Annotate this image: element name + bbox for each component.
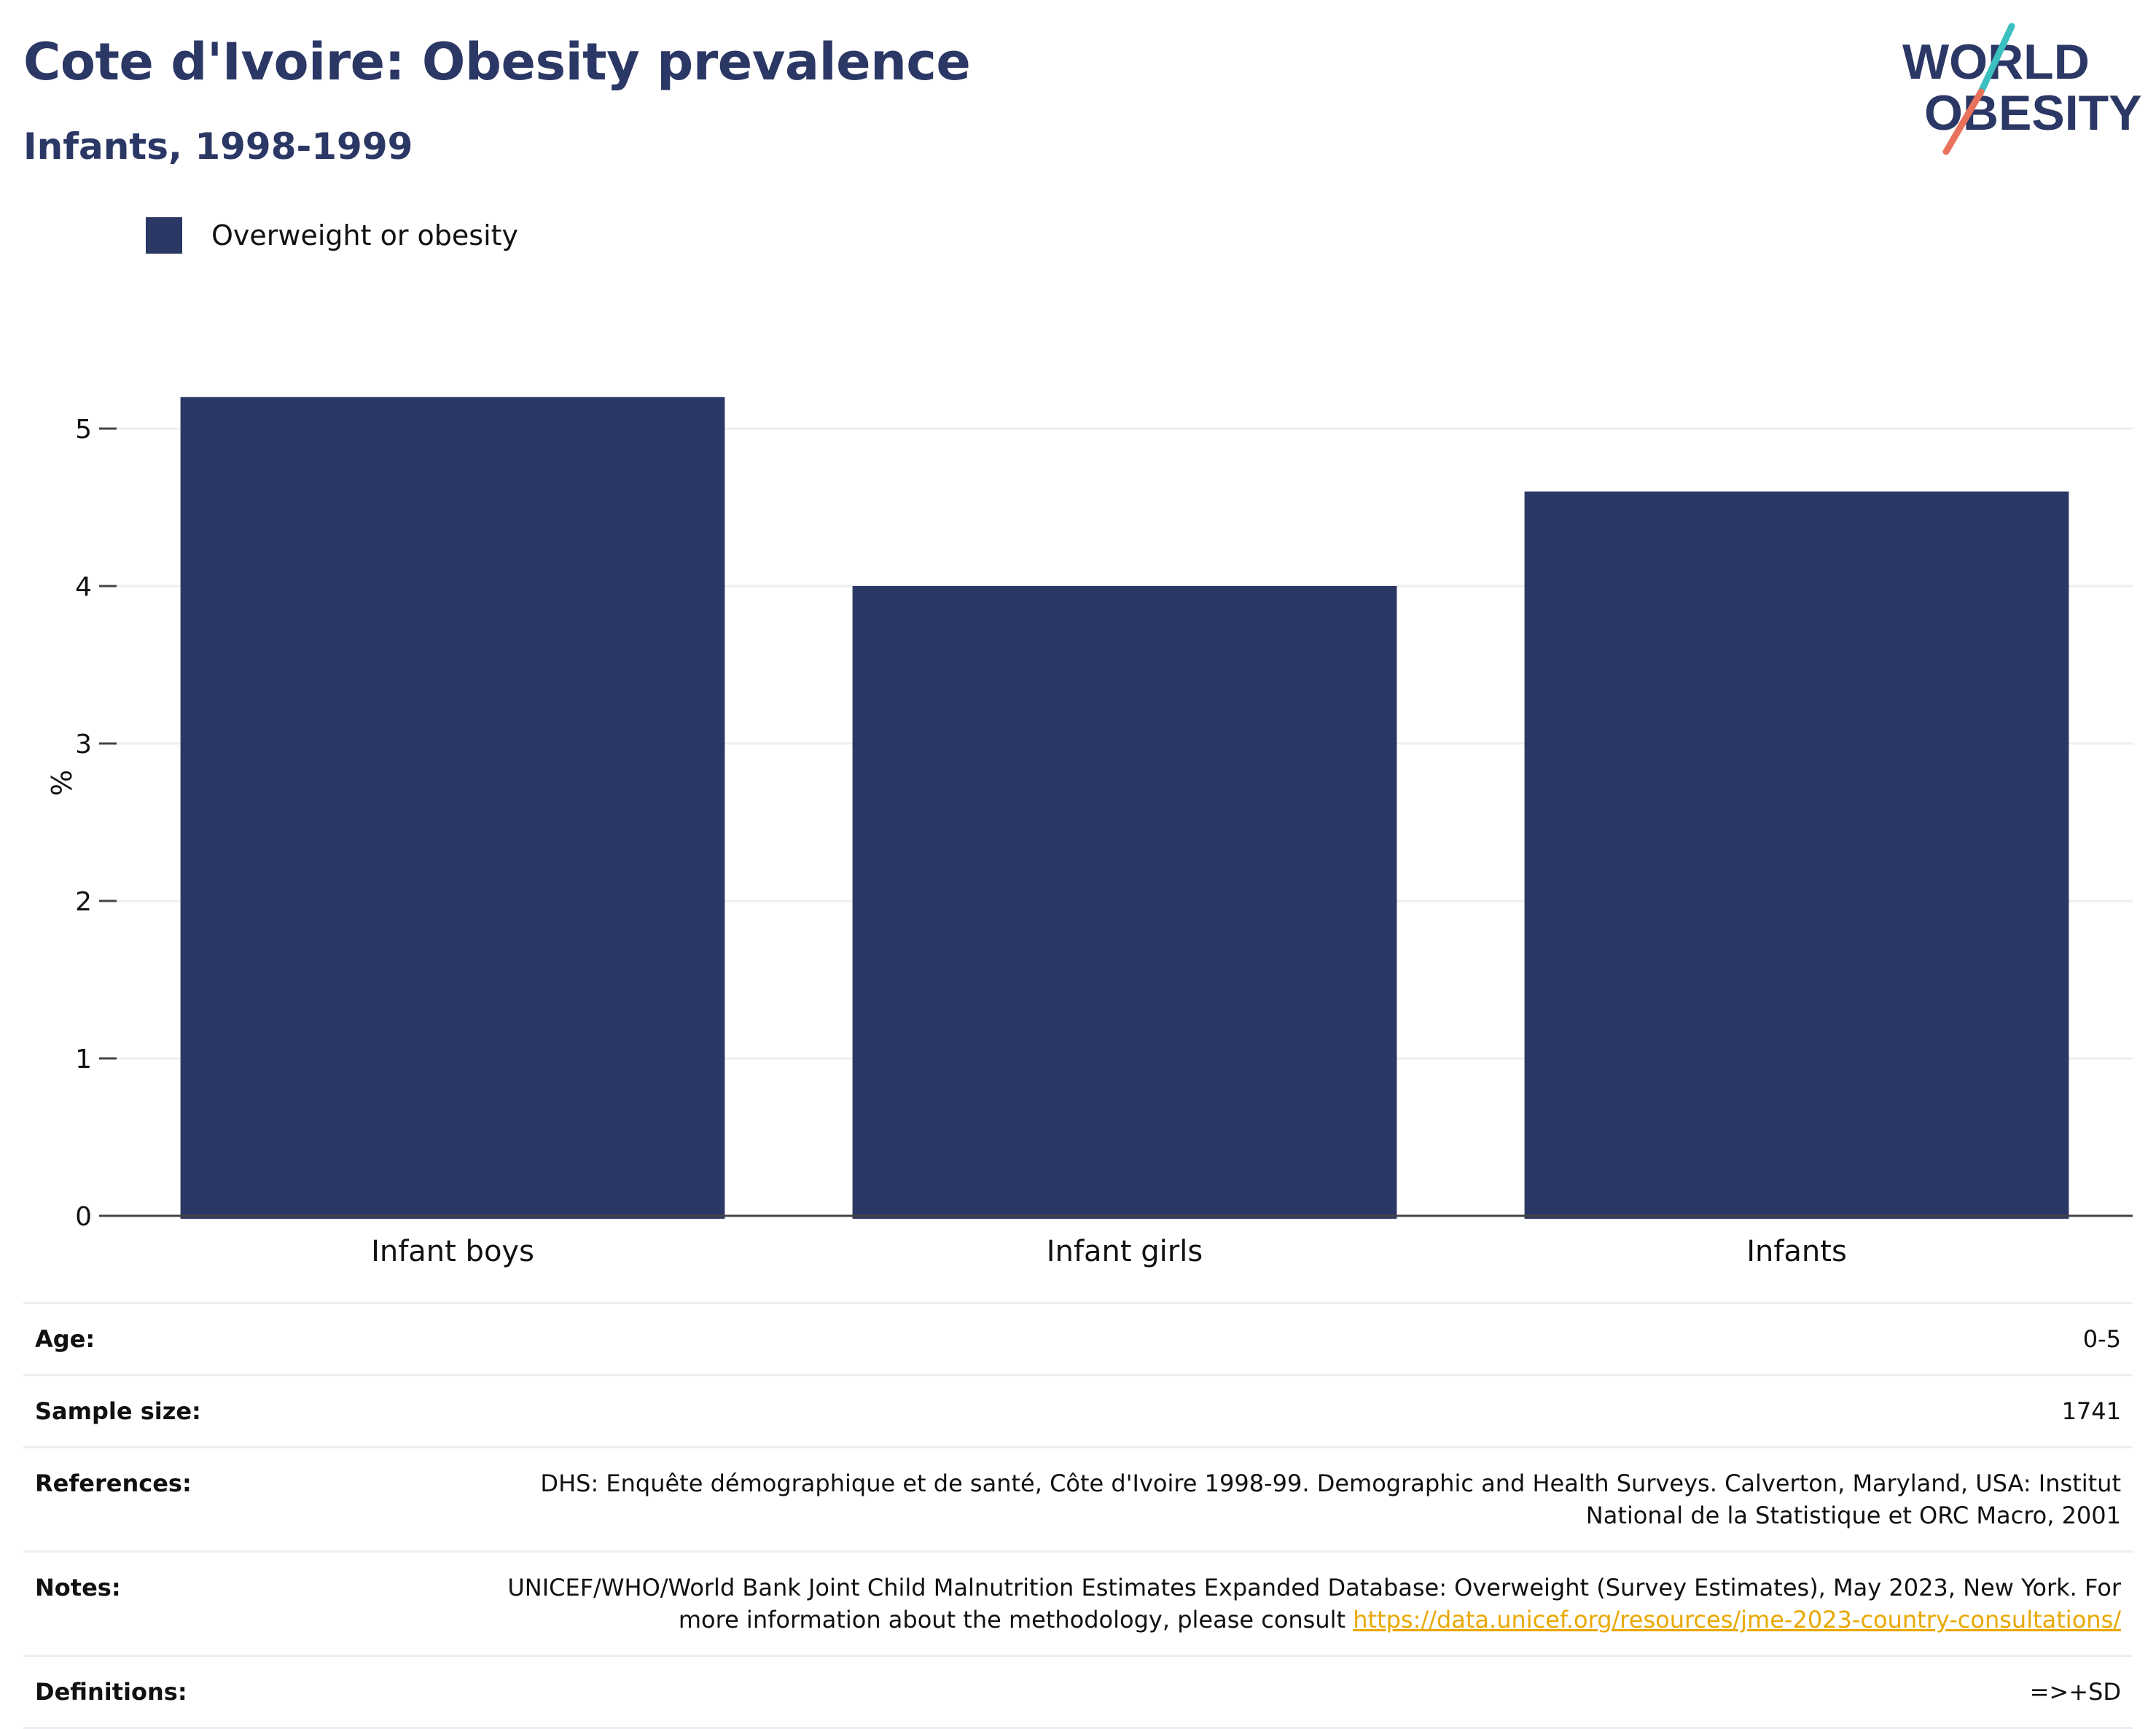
meta-value-notes: UNICEF/WHO/World Bank Joint Child Malnut…	[474, 1572, 2121, 1636]
meta-label-definitions: Definitions:	[35, 1678, 187, 1706]
bar	[1524, 491, 2069, 1219]
meta-row-sample-size: Sample size: 1741	[23, 1374, 2133, 1446]
y-axis-title: %	[44, 770, 77, 796]
x-tick-label: Infant boys	[371, 1235, 534, 1268]
meta-row-references: References: DHS: Enquête démographique e…	[23, 1446, 2133, 1550]
meta-label-sample-size: Sample size:	[35, 1397, 201, 1425]
legend-label: Overweight or obesity	[211, 219, 519, 251]
y-tick-label: 2	[75, 887, 92, 917]
bar-chart: 0 1 2 3 4 5% Infant boys Infant girls Infants	[44, 397, 2133, 1268]
meta-label-notes: Notes:	[35, 1574, 121, 1601]
logo-slash-teal	[1977, 23, 2015, 95]
notes-link[interactable]: https://data.unicef.org/resources/jme-20…	[1353, 1606, 2121, 1634]
logo-slash-coral	[1942, 88, 1985, 155]
meta-row-definitions: Definitions: =>+SD	[23, 1655, 2133, 1729]
meta-row-age: Age: 0-5	[23, 1302, 2133, 1374]
y-tick-label: 3	[75, 730, 92, 760]
meta-value-age: 0-5	[2082, 1325, 2121, 1353]
legend: Overweight or obesity	[146, 217, 518, 254]
y-tick-label: 1	[75, 1045, 92, 1074]
legend-swatch[interactable]	[146, 217, 182, 254]
y-tick-label: 0	[75, 1202, 92, 1232]
meta-row-notes: Notes: UNICEF/WHO/World Bank Joint Child…	[23, 1550, 2133, 1655]
chart-title: Cote d'Ivoire: Obesity prevalence	[23, 32, 971, 92]
meta-label-age: Age:	[35, 1325, 95, 1353]
y-tick-label: 5	[75, 415, 92, 445]
meta-value-definitions: =>+SD	[2029, 1678, 2121, 1706]
metadata-table: Age: 0-5 Sample size: 1741 References: D…	[23, 1302, 2133, 1729]
x-tick-label: Infant girls	[1047, 1235, 1203, 1268]
meta-value-sample-size: 1741	[2061, 1397, 2121, 1425]
meta-label-references: References:	[35, 1470, 192, 1497]
bar	[180, 397, 725, 1219]
world-obesity-logo[interactable]: WORLD OBESITY	[1895, 20, 2143, 159]
meta-value-references: DHS: Enquête démographique et de santé, …	[540, 1470, 2121, 1529]
y-tick-label: 4	[75, 572, 92, 602]
chart-subtitle: Infants, 1998-1999	[23, 125, 413, 168]
notes-text: UNICEF/WHO/World Bank Joint Child Malnut…	[507, 1574, 2121, 1634]
bar	[852, 586, 1397, 1219]
x-tick-label: Infants	[1746, 1235, 1847, 1268]
